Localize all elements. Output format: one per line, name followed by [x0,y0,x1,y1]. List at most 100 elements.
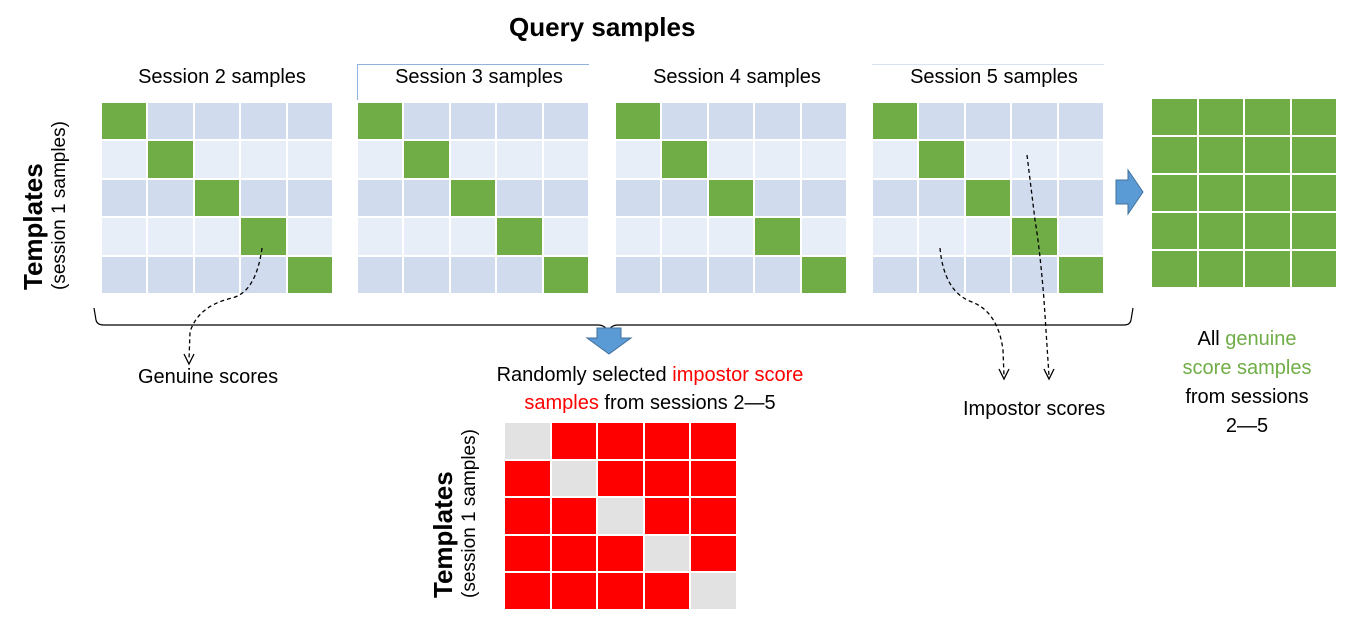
impostor-cell [1011,255,1058,294]
templates-label-bottom: Templates (session 1 samples) [428,429,481,598]
genuine-cell [193,178,241,218]
impostor-cell [286,178,333,218]
session-5-label: Session 5 samples [910,66,1078,88]
impostor-cell [542,140,589,179]
impostor-cell [240,140,287,179]
session-3-label: Session 3 samples [395,66,563,88]
genuine-cell [1244,212,1291,250]
impostor-cell [1057,178,1104,218]
impostor-cell [707,255,755,294]
genuine-cell [707,178,755,218]
impostor-cell [643,459,691,498]
genuine-caption-line1: All genuine [1197,328,1297,350]
impostor-cell [240,102,287,141]
impostor-cell [193,255,241,294]
impostor-cell [449,140,497,179]
impostor-cell [101,255,148,294]
genuine-cell [872,102,919,141]
impostor-cell [403,255,450,294]
impostor-cell [550,572,598,610]
impostor-cell [615,140,662,179]
templates-label-bottom-sub: (session 1 samples) [459,429,480,598]
impostor-cell [357,255,404,294]
impostor-cell [661,178,708,218]
impostor-cell [1057,217,1104,256]
impostor-cell [872,140,919,179]
excluded-diagonal-cell [690,572,737,610]
impostor-cell [542,102,589,141]
session-5-topline [872,64,1104,65]
impostor-cell [754,255,801,294]
genuine-cell [1197,98,1244,136]
genuine-cell [1197,250,1244,288]
impostor-cell [964,102,1012,141]
impostor-cell [918,178,965,218]
impostor-cell [690,422,737,460]
impostor-cell [101,140,148,179]
impostor-cell [496,178,543,218]
impostor-cell [147,178,194,218]
genuine-cell [1244,174,1291,212]
impostor-cell [918,255,965,294]
impostor-cell [690,534,737,573]
impostor-cell [286,102,333,141]
genuine-cell [800,255,847,294]
impostor-cell [542,217,589,256]
genuine-cell [754,217,801,256]
impostor-cell [147,102,194,141]
impostor-cell [690,497,737,535]
impostor-cell [550,422,598,460]
session-4-score-matrix [615,102,847,294]
impostor-cell [240,178,287,218]
impostor-dashed-line-1 [939,247,1005,377]
impostor-cell [964,217,1012,256]
genuine-cell [1290,136,1337,174]
impostor-cell [754,102,801,141]
impostor-arrowhead-1 [998,368,1010,381]
excluded-diagonal-cell [550,459,598,498]
impostor-cell [707,140,755,179]
impostor-cell [504,497,551,535]
impostor-cell [1057,140,1104,179]
impostor-cell [542,178,589,218]
impostor-cell [504,534,551,573]
impostor-cell [357,140,404,179]
impostor-cell [615,178,662,218]
impostor-caption-line2: samples from sessions 2—5 [524,392,776,414]
impostor-cell [504,459,551,498]
genuine-cell [240,217,287,256]
genuine-cell [1151,212,1198,250]
genuine-score-matrix [1151,98,1337,288]
impostor-cell [403,178,450,218]
genuine-cell [1151,136,1198,174]
genuine-cell [615,102,662,141]
impostor-cell [964,140,1012,179]
impostor-caption-line1: Randomly selected impostor score [496,364,804,386]
impostor-cell [449,102,497,141]
impostor-score-matrix [504,422,737,610]
impostor-caption: Randomly selected impostor score samples… [450,361,850,417]
impostor-cell [872,255,919,294]
impostor-cell [101,178,148,218]
impostor-cell [615,255,662,294]
genuine-cell [1197,136,1244,174]
impostor-cell [754,178,801,218]
impostor-cell [496,255,543,294]
impostor-cell [597,459,644,498]
impostor-cell [193,140,241,179]
down-arrow [585,327,633,355]
impostor-cell [550,497,598,535]
genuine-caption-highlight-1: genuine [1225,328,1297,350]
impostor-cell [101,217,148,256]
genuine-cell [496,217,543,256]
genuine-cell [1151,250,1198,288]
impostor-cell [661,217,708,256]
impostor-cell [147,217,194,256]
impostor-cell [496,140,543,179]
impostor-caption-highlight-1: impostor score [672,364,804,386]
impostor-cell [504,572,551,610]
impostor-cell [240,255,287,294]
impostor-cell [707,102,755,141]
impostor-arrowhead-2 [1043,368,1055,381]
impostor-cell [403,102,450,141]
